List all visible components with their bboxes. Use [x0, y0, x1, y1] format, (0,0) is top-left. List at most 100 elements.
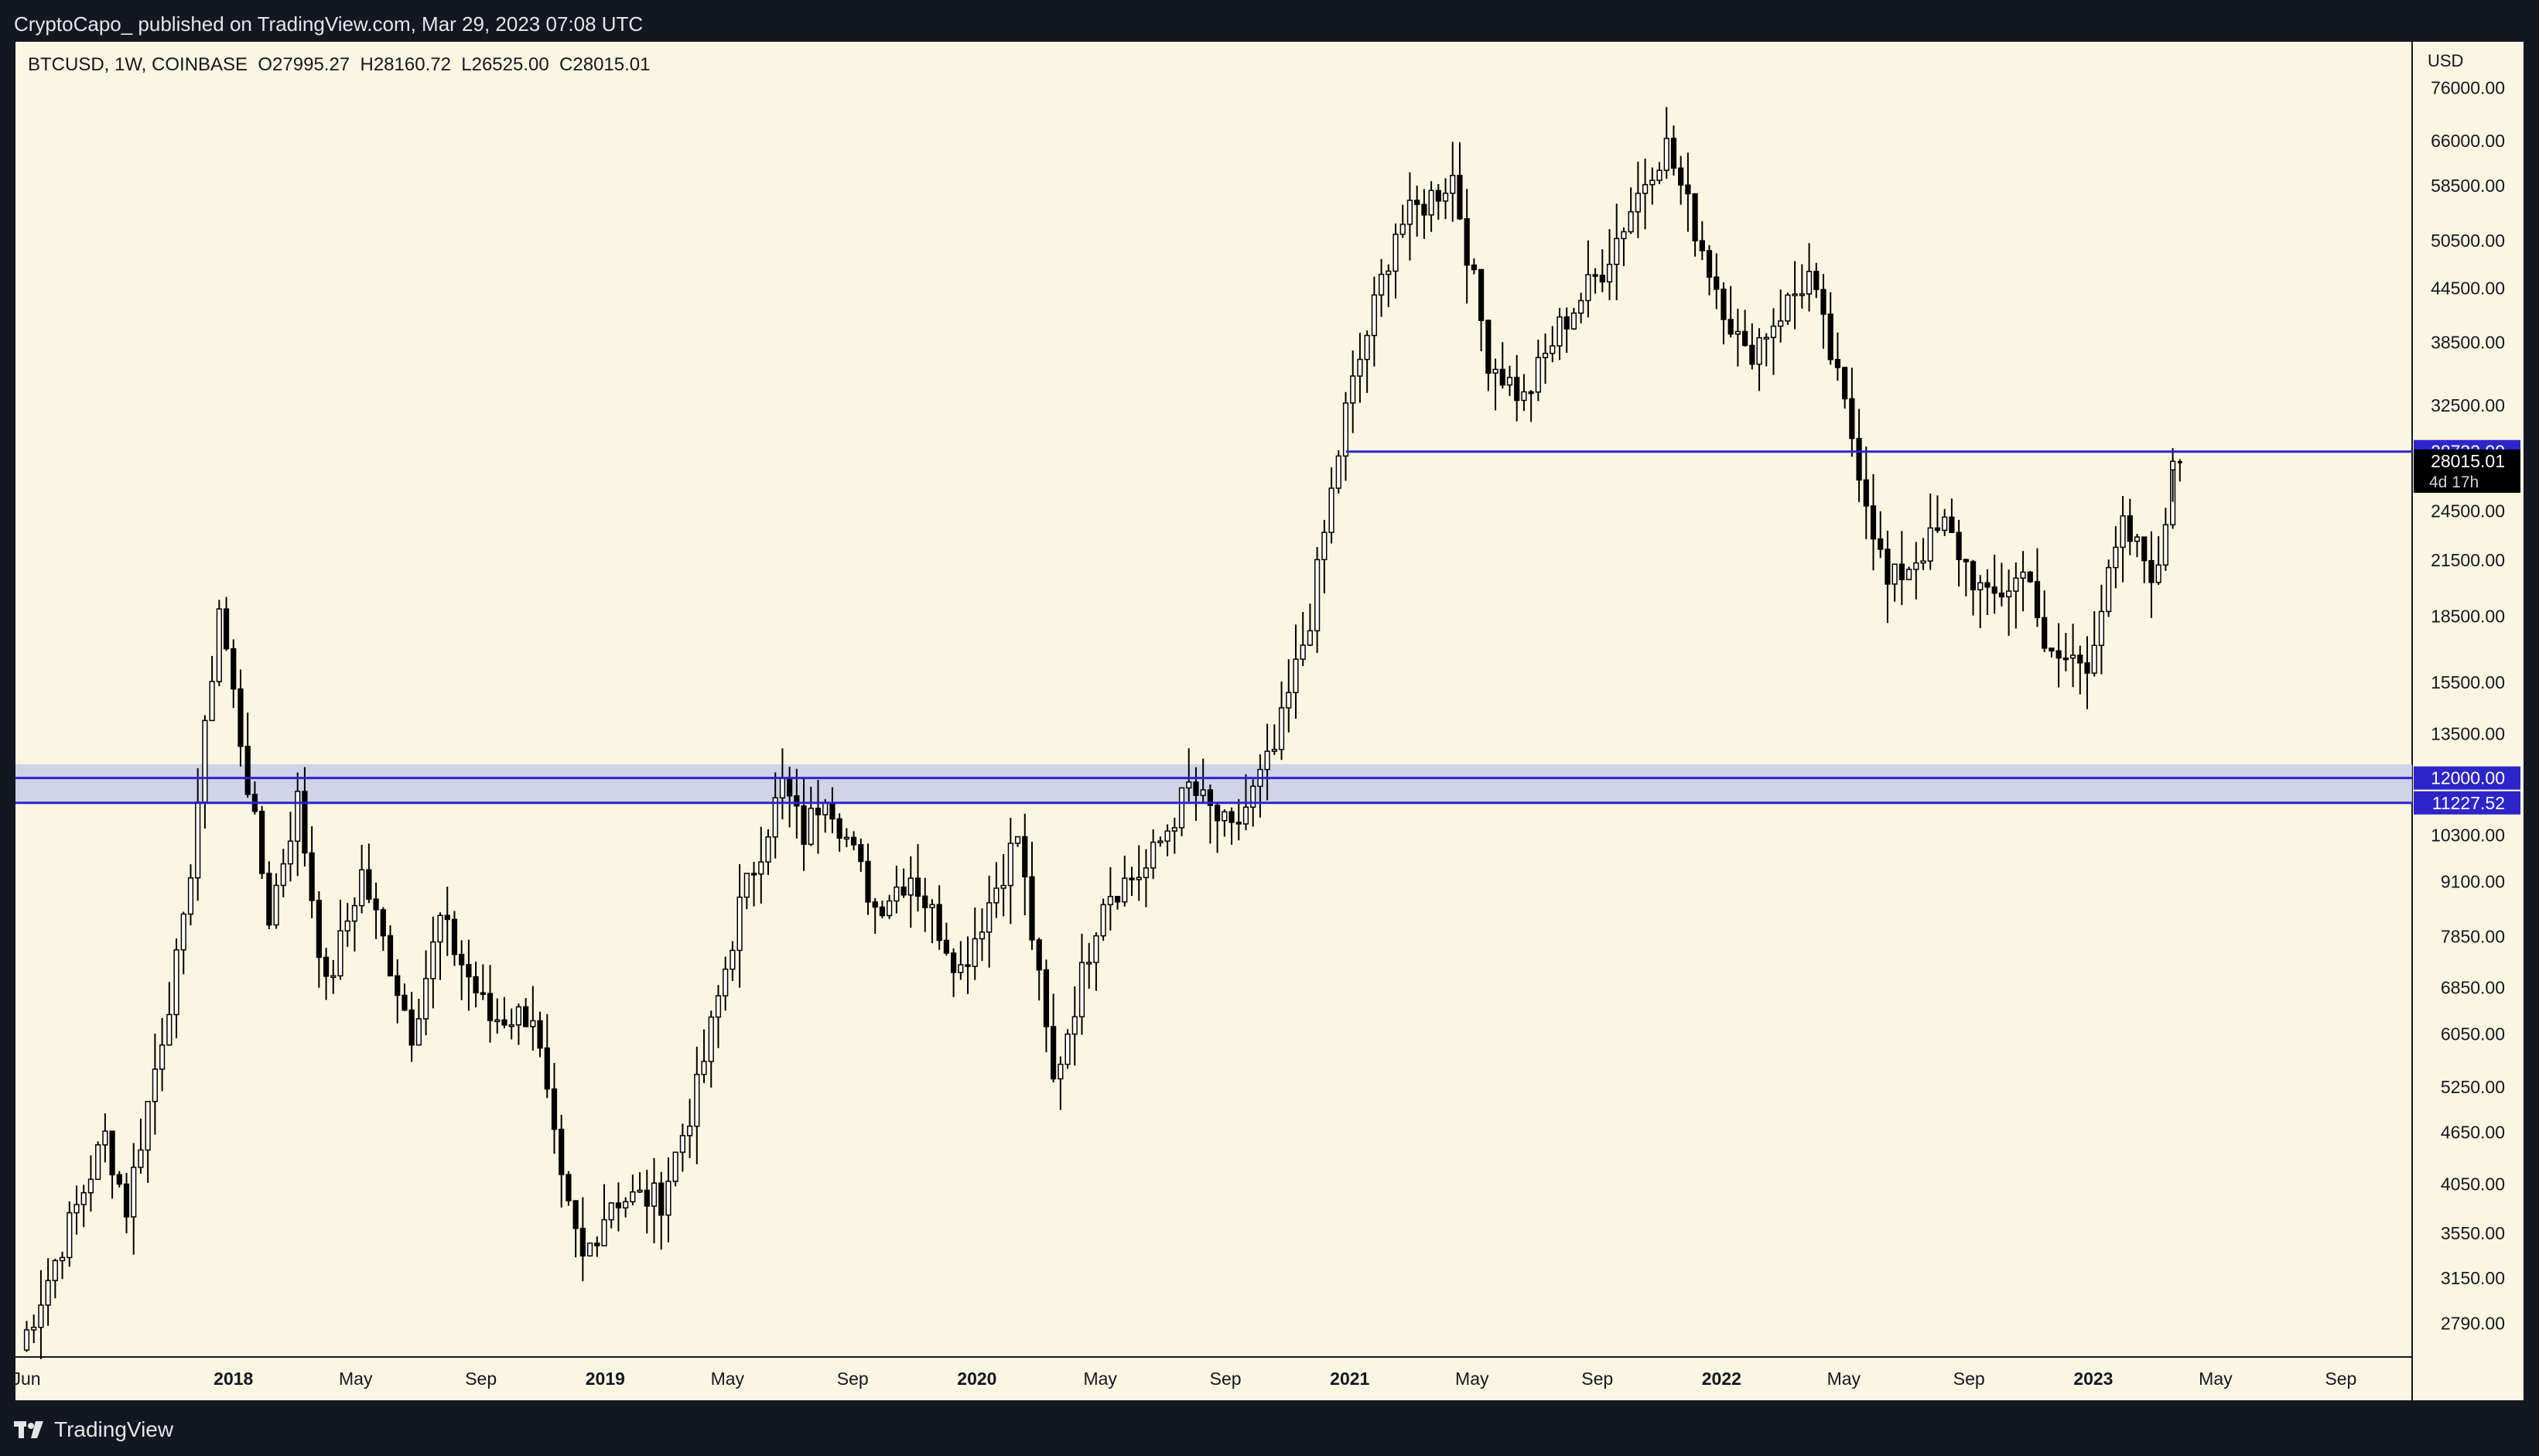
candle-body: [2006, 590, 2012, 598]
candle-body: [1963, 559, 1969, 562]
price-tick-label: 4050.00: [2441, 1174, 2505, 1194]
candle-body: [594, 1242, 600, 1246]
candle-body: [623, 1201, 629, 1208]
candle-body: [422, 978, 429, 1020]
candle-body: [1878, 538, 1884, 550]
chart-pane[interactable]: USD 76000.00 66000.00 58500.00 50500.00 44500…: [15, 42, 2524, 1400]
candle-body: [1164, 830, 1170, 842]
candle-body: [1785, 294, 1791, 322]
candle-body: [1991, 586, 1997, 594]
candle-body: [730, 949, 736, 970]
candle-body: [1357, 358, 1363, 377]
candle-body: [1378, 273, 1385, 296]
candle-body: [1442, 193, 1449, 202]
level-price-label: 12000.00: [2431, 768, 2505, 788]
candlestick-chart[interactable]: USD 76000.00 66000.00 58500.00 50500.00 44500…: [15, 42, 2524, 1400]
candle-body: [166, 1013, 173, 1046]
candle-body: [1321, 531, 1328, 561]
candle-body: [551, 1088, 558, 1130]
price-tick-label: 10300.00: [2431, 825, 2505, 845]
candle-body: [1186, 781, 1192, 789]
current-price-badge: [2414, 449, 2520, 493]
candle-body: [1421, 203, 1427, 216]
candle-body: [473, 976, 479, 993]
candle-body: [116, 1174, 122, 1185]
candle-body: [1656, 169, 1662, 181]
candle-body: [266, 873, 272, 926]
price-tick-label: 21500.00: [2431, 550, 2505, 570]
candle-body: [894, 886, 900, 902]
price-tick-label: 76000.00: [2431, 78, 2505, 98]
candle-body: [1977, 582, 1984, 591]
candle-body: [723, 968, 729, 996]
candle-body: [1107, 896, 1113, 906]
candle-body: [80, 1191, 87, 1205]
candle-body: [202, 719, 208, 803]
candle-body: [1100, 904, 1106, 937]
price-tick-label: 6850.00: [2441, 978, 2505, 998]
candle-body: [1934, 527, 1941, 531]
candle-body: [366, 869, 372, 900]
candle-body: [2034, 581, 2041, 619]
candle-body: [280, 863, 286, 887]
candle-body: [2091, 644, 2097, 674]
candle-body: [1834, 359, 1841, 368]
candle-body: [2127, 515, 2133, 542]
candle-body: [173, 949, 179, 1016]
candle-body: [1086, 962, 1092, 965]
candle-body: [1927, 527, 1933, 562]
candle-body: [351, 904, 358, 922]
candle-body: [87, 1178, 94, 1194]
candle-body: [380, 909, 386, 937]
candle-body: [466, 964, 472, 978]
candle-body: [523, 1006, 529, 1027]
candle-body: [993, 887, 1000, 904]
candle-body: [1485, 320, 1492, 374]
candle-body: [701, 1061, 707, 1075]
time-tick-label: Sep: [1210, 1369, 1242, 1389]
candle-body: [259, 810, 265, 874]
candle-body: [1599, 275, 1605, 283]
price-tick-label: 38500.00: [2431, 332, 2505, 352]
candle-body: [1007, 842, 1013, 887]
candle-body: [1022, 836, 1028, 878]
candle-body: [515, 1006, 522, 1026]
candle-body: [801, 805, 807, 846]
price-tick-label: 7850.00: [2441, 927, 2505, 947]
candle-body: [1621, 231, 1627, 240]
price-axis: USD 76000.00 66000.00 58500.00 50500.00 44500…: [2414, 51, 2520, 1334]
candle-body: [1271, 748, 1277, 752]
footer-branding: TradingView: [14, 1413, 173, 1447]
candle-body: [494, 1019, 501, 1023]
candle-body: [295, 791, 301, 842]
price-tick-label: 32500.00: [2431, 395, 2505, 415]
candle-body: [1614, 238, 1620, 265]
candle-body: [1727, 319, 1734, 335]
candle-body: [658, 1182, 665, 1216]
price-tick-label: 4650.00: [2441, 1123, 2505, 1143]
candle-body: [808, 807, 814, 846]
time-tick-label: May: [1827, 1369, 1861, 1389]
bar-countdown-label: 4d 17h: [2429, 473, 2479, 491]
candle-body: [1535, 357, 1541, 393]
time-tick-label: 2023: [2073, 1369, 2113, 1389]
candle-body: [986, 902, 993, 933]
candle-body: [1820, 289, 1827, 315]
candle-body: [586, 1242, 593, 1257]
candle-body: [430, 941, 436, 979]
candle-body: [180, 913, 186, 951]
candle-body: [1300, 644, 1306, 660]
candle-body: [750, 873, 757, 876]
candle-body: [879, 906, 886, 917]
candle-body: [1207, 789, 1213, 806]
candle-body: [1542, 353, 1549, 358]
time-tick-label: May: [1083, 1369, 1117, 1389]
candle-body: [1029, 876, 1035, 941]
candle-body: [544, 1047, 550, 1090]
candle-body: [302, 791, 308, 854]
candle-body: [1150, 841, 1157, 869]
time-tick-label: Sep: [1581, 1369, 1613, 1389]
candle-body: [779, 777, 786, 798]
candle-body: [1763, 337, 1769, 340]
candle-body: [1970, 561, 1977, 591]
